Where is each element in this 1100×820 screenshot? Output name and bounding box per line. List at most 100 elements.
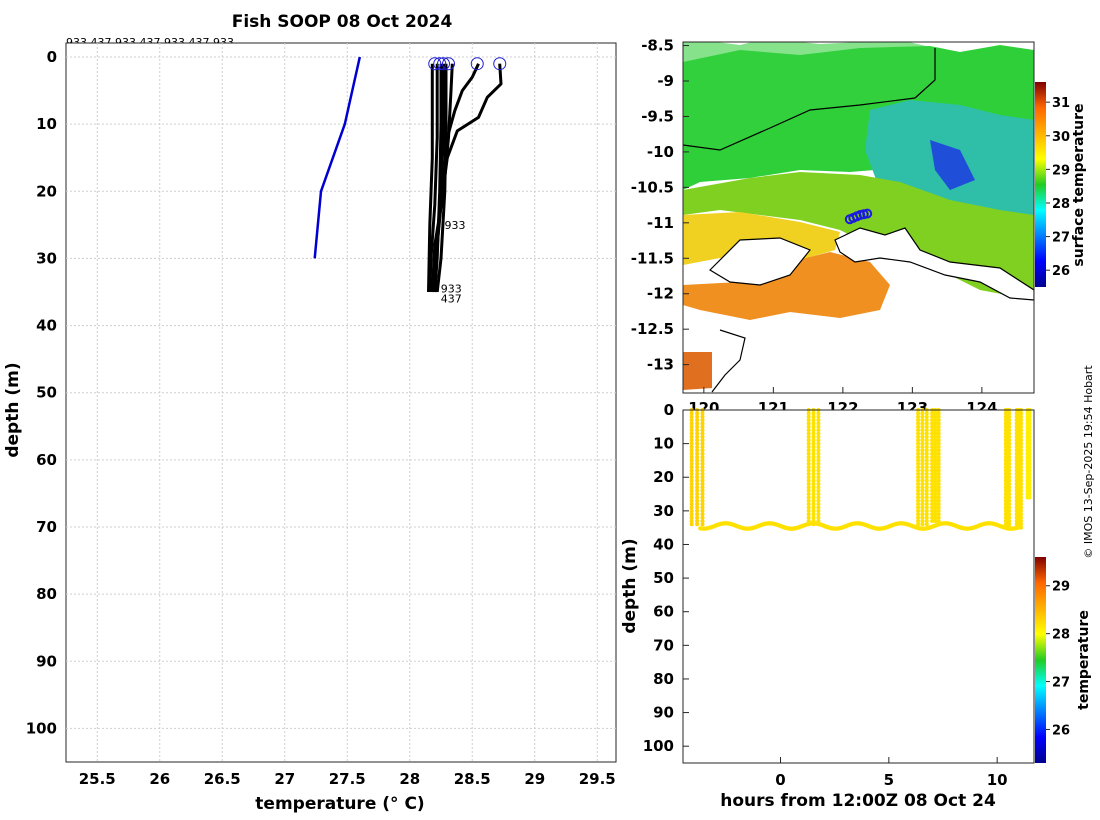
timeseries-point: [1019, 438, 1023, 443]
timeseries-point: [933, 455, 938, 460]
timeseries-point: [936, 481, 941, 486]
timeseries-point: [920, 492, 925, 497]
timeseries-point: [933, 478, 938, 483]
timeseries-point: [924, 444, 929, 449]
timeseries-point: [1015, 525, 1020, 530]
timeseries-point: [933, 502, 938, 507]
timeseries-point: [936, 468, 941, 473]
timeseries-point: [924, 465, 929, 470]
timeseries-point: [933, 498, 938, 503]
timeseries-point: [920, 444, 925, 449]
timeseries-point: [936, 512, 941, 517]
timeseries-point: [689, 492, 694, 497]
timeseries-point: [1007, 502, 1012, 507]
timeseries-point: [689, 444, 694, 449]
timeseries-point: [936, 428, 941, 433]
timeseries-point: [816, 508, 821, 513]
timeseries-point: [933, 518, 938, 523]
timeseries-point: [811, 471, 816, 476]
timeseries-point: [930, 455, 935, 460]
timeseries-point: [920, 448, 925, 453]
timeseries-point: [695, 465, 700, 470]
timeseries-point: [1019, 414, 1023, 419]
timeseries-point: [920, 508, 925, 513]
timeseries-point: [811, 418, 816, 423]
timeseries-colorbar-tick-label: 27: [1052, 676, 1070, 691]
timeseries-point: [700, 505, 705, 510]
map-colorbar-tick-label: 30: [1052, 130, 1070, 145]
timeseries-point: [1027, 424, 1032, 429]
timeseries-point: [936, 495, 941, 500]
map-ytick-label: -12: [647, 285, 674, 303]
timeseries-point: [689, 512, 694, 517]
timeseries-point: [806, 421, 811, 426]
timeseries-point: [811, 512, 816, 517]
timeseries-point: [689, 495, 694, 500]
timeseries-xtick-label: 5: [884, 771, 894, 789]
timeseries-point: [695, 428, 700, 433]
timeseries-point: [924, 418, 929, 423]
timeseries-point: [700, 485, 705, 490]
timeseries-point: [695, 492, 700, 497]
timeseries-point: [816, 495, 821, 500]
timeseries-point: [811, 414, 816, 419]
timeseries-point: [920, 481, 925, 486]
timeseries-point: [1019, 485, 1023, 490]
timeseries-point: [924, 478, 929, 483]
timeseries-point: [920, 424, 925, 429]
timeseries-point: [930, 502, 935, 507]
timeseries-point: [1019, 431, 1023, 436]
timeseries-point: [700, 434, 705, 439]
timeseries-point: [924, 441, 929, 446]
timeseries-point: [695, 455, 700, 460]
timeseries-point: [1027, 465, 1032, 470]
timeseries-point: [920, 468, 925, 473]
timeseries-point: [695, 522, 700, 527]
timeseries-point: [695, 502, 700, 507]
timeseries-point: [924, 485, 929, 490]
timeseries-point: [689, 502, 694, 507]
profile-ytick-label: 90: [36, 652, 57, 670]
timeseries-point: [920, 471, 925, 476]
timeseries-point: [1027, 478, 1032, 483]
timeseries-point: [1007, 468, 1012, 473]
map-ytick-label: -10: [647, 143, 674, 161]
timeseries-point: [700, 471, 705, 476]
timeseries-point: [811, 498, 816, 503]
timeseries-point: [811, 485, 816, 490]
timeseries-point: [689, 438, 694, 443]
timeseries-point: [806, 418, 811, 423]
timeseries-point: [1019, 458, 1023, 463]
timeseries-point: [695, 518, 700, 523]
timeseries-point: [933, 481, 938, 486]
timeseries-colorbar-tick-label: 28: [1052, 628, 1070, 643]
timeseries-point: [806, 411, 811, 416]
timeseries-point: [806, 478, 811, 483]
timeseries-point: [930, 458, 935, 463]
timeseries-point: [811, 438, 816, 443]
timeseries-point: [936, 434, 941, 439]
map-colorbar-tick-label: 29: [1052, 163, 1070, 178]
timeseries-point: [700, 438, 705, 443]
timeseries-point: [916, 448, 921, 453]
timeseries-point: [920, 475, 925, 480]
timeseries-point: [933, 441, 938, 446]
map-ytick-label: -9.5: [641, 107, 674, 125]
timeseries-point: [936, 448, 941, 453]
timeseries-point: [924, 424, 929, 429]
timeseries-point: [916, 518, 921, 523]
timeseries-point: [1027, 492, 1032, 497]
timeseries-point: [811, 495, 816, 500]
timeseries-point: [816, 468, 821, 473]
timeseries-point: [924, 451, 929, 456]
timeseries-point: [930, 434, 935, 439]
timeseries-point: [1007, 505, 1012, 510]
timeseries-point: [933, 421, 938, 426]
timeseries-point: [1019, 471, 1023, 476]
timeseries-point: [1027, 411, 1032, 416]
timeseries-point: [806, 502, 811, 507]
timeseries-colorbar-ticks: 26 27 28 29: [1046, 580, 1070, 738]
timeseries-point: [920, 434, 925, 439]
timeseries-point: [695, 461, 700, 466]
